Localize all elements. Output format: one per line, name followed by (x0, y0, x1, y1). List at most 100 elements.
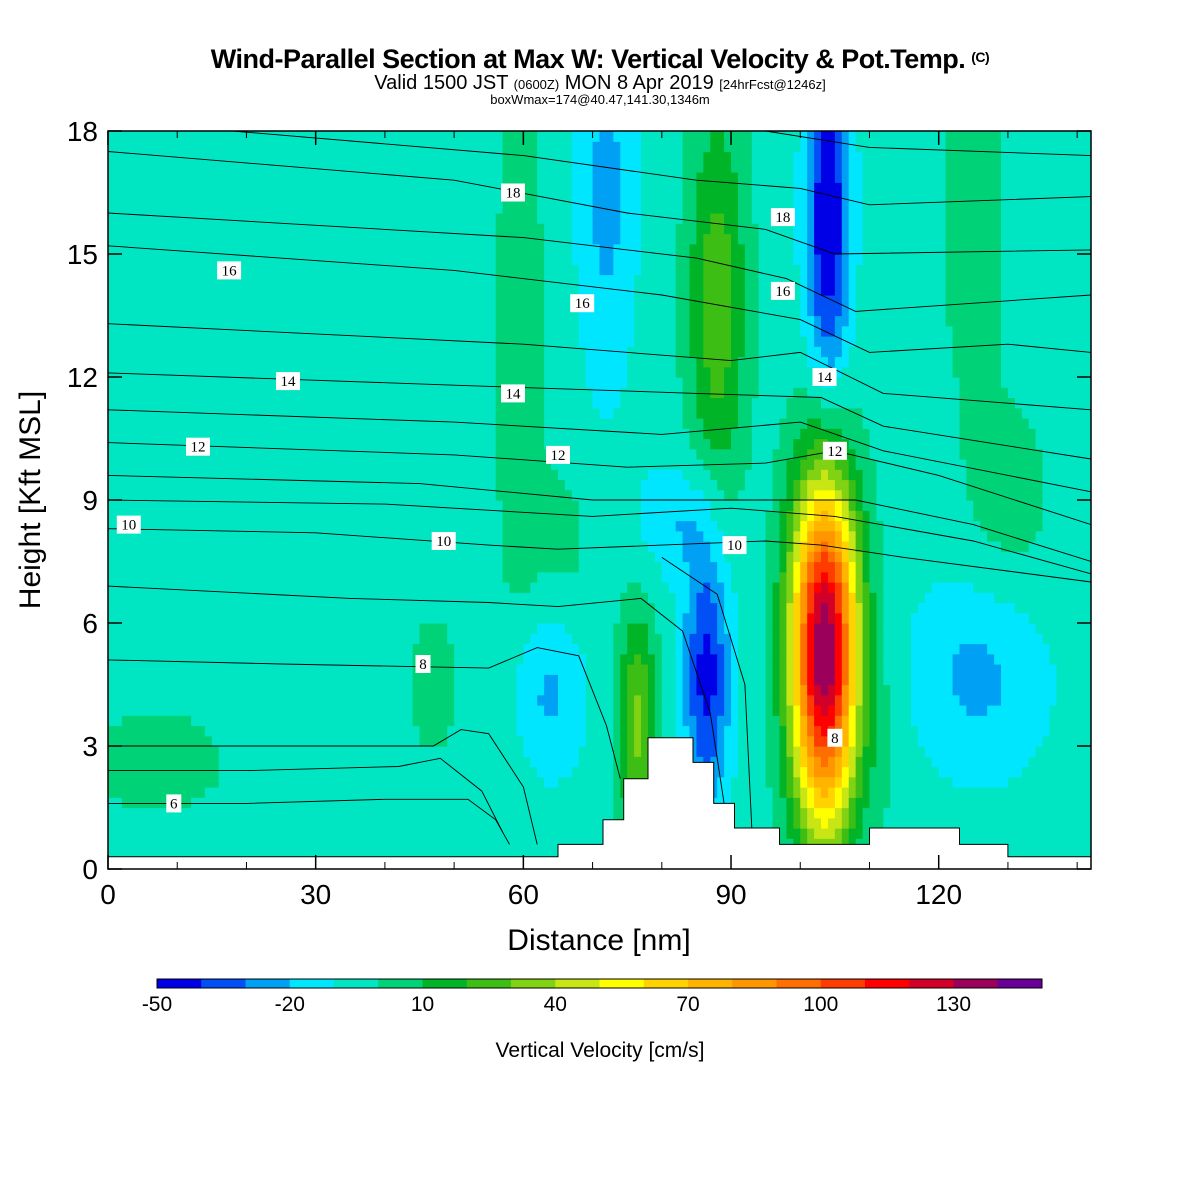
field-cell (211, 848, 220, 860)
field-cell (1021, 735, 1030, 747)
field-cell (281, 807, 289, 819)
field-cell (128, 500, 137, 511)
field-cell (924, 561, 933, 573)
field-cell (834, 674, 843, 686)
field-cell (557, 674, 566, 686)
field-cell (1014, 653, 1023, 665)
field-cell (336, 715, 344, 727)
field-cell (911, 510, 919, 522)
field-cell (620, 602, 628, 614)
field-cell (1042, 664, 1051, 675)
field-cell (599, 776, 608, 788)
field-cell (405, 797, 414, 809)
field-cell (274, 756, 282, 768)
field-cell (156, 807, 164, 819)
field-cell (564, 787, 573, 798)
field-cell (114, 838, 123, 850)
field-cell (108, 807, 116, 819)
field-cell (1056, 735, 1064, 747)
field-cell (800, 541, 808, 552)
field-cell (371, 674, 379, 686)
field-cell (287, 838, 296, 850)
field-cell (807, 756, 815, 768)
field-cell (1021, 530, 1030, 542)
field-cell (647, 725, 656, 737)
field-cell (357, 756, 365, 768)
field-cell (627, 766, 635, 778)
field-cell (253, 592, 261, 604)
field-cell (703, 510, 711, 522)
field-cell (315, 643, 324, 655)
field-cell (668, 633, 677, 645)
field-cell (904, 623, 912, 634)
field-cell (564, 653, 573, 665)
field-cell (1077, 797, 1085, 809)
field-cell (364, 664, 372, 675)
field-cell (620, 520, 628, 532)
field-cell (634, 694, 642, 706)
field-cell (717, 735, 725, 747)
field-cell (758, 715, 767, 727)
field-cell (170, 643, 178, 655)
field-cell (177, 684, 185, 696)
field-cell (931, 520, 940, 532)
field-cell (821, 766, 829, 778)
field-cell (211, 561, 220, 573)
field-cell (371, 643, 379, 655)
chart-title: Wind-Parallel Section at Max W: Vertical… (0, 44, 1200, 75)
field-cell (232, 776, 241, 788)
field-cell (675, 530, 684, 542)
field-cell (827, 694, 836, 706)
field-cell (433, 592, 441, 604)
field-cell (267, 715, 275, 727)
field-cell (1001, 756, 1009, 768)
field-cell (391, 735, 400, 747)
field-cell (191, 592, 199, 604)
field-cell (495, 766, 504, 778)
field-cell (364, 705, 372, 716)
field-cell (793, 571, 801, 583)
field-cell (419, 633, 428, 645)
field-cell (938, 746, 947, 757)
field-cell (758, 510, 767, 522)
field-cell (114, 582, 123, 593)
field-cell (218, 561, 227, 573)
field-cell (620, 653, 628, 665)
field-cell (239, 643, 248, 655)
field-cell (966, 776, 974, 788)
field-cell (1021, 705, 1030, 716)
field-cell (585, 551, 594, 563)
field-cell (364, 510, 372, 522)
field-cell (246, 643, 254, 655)
field-cell (135, 756, 144, 768)
field-cell (1070, 674, 1078, 686)
field-cell (814, 530, 822, 542)
field-cell (142, 776, 151, 788)
field-cell (440, 561, 448, 573)
field-cell (786, 684, 794, 696)
field-cell (1056, 633, 1064, 645)
field-cell (973, 612, 981, 624)
field-cell (377, 694, 386, 706)
field-cell (156, 684, 164, 696)
field-cell (613, 633, 621, 645)
field-cell (834, 817, 843, 829)
field-cell (938, 602, 947, 614)
field-cell (606, 623, 614, 634)
field-cell (1014, 725, 1023, 737)
field-cell (357, 520, 365, 532)
field-cell (391, 705, 400, 716)
field-cell (1042, 612, 1051, 624)
field-cell (419, 510, 428, 522)
field-cell (613, 735, 621, 747)
field-cell (433, 664, 441, 675)
field-cell (564, 561, 573, 573)
field-cell (689, 561, 698, 573)
field-cell (419, 674, 428, 686)
field-cell (474, 756, 483, 768)
field-cell (287, 756, 296, 768)
field-cell (322, 592, 331, 604)
field-cell (613, 684, 621, 696)
field-cell (135, 705, 144, 716)
field-cell (1007, 766, 1016, 778)
